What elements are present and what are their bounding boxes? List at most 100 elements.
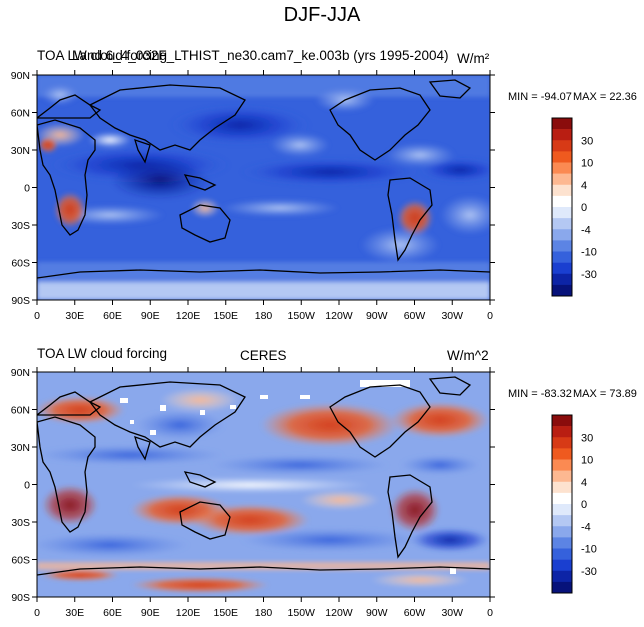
panel-1-colorbar-bin xyxy=(552,262,572,275)
panel-1-colorbar-bin xyxy=(552,151,572,163)
panel-2-x-tick-label: 60E xyxy=(103,607,122,619)
panel-2-colorbar-bin xyxy=(552,515,572,527)
panel-2-colorbar-bin xyxy=(552,459,572,471)
panel-1-colorbar-bin xyxy=(552,129,572,141)
panel-1-colorbar-bin xyxy=(552,229,572,241)
panel-1-x-tick-label: 0 xyxy=(34,310,40,322)
panel-2-y-tick-label: 90S xyxy=(11,592,30,604)
panel-1-y-tick-label: 60S xyxy=(11,258,30,270)
panel-1-units: W/m² xyxy=(457,51,490,66)
panel-2-x-tick-label: 30E xyxy=(65,607,84,619)
panel-2-map-field xyxy=(37,372,490,597)
panel-1-coastlines xyxy=(37,79,490,279)
panel-1-colorbar-label: 30 xyxy=(581,135,593,147)
panel-1-y-tick-label: 30N xyxy=(11,145,30,157)
panel-2-y-tick-label: 60N xyxy=(11,405,30,417)
panel-1-y-tick-label: 0 xyxy=(24,183,30,195)
panel-2-x-tick-label: 60W xyxy=(404,607,426,619)
figure-title: DJF-JJA xyxy=(283,4,361,26)
panel-2-colorbar-bin xyxy=(552,504,572,516)
panel-1-x-tick-label: 60W xyxy=(404,310,426,322)
panel-2-colorbar-bin xyxy=(552,481,572,494)
panel-2-colorbar-frame xyxy=(551,414,573,594)
panel-1-colorbar-label: 10 xyxy=(581,158,593,170)
panel-2-colorbar-bin xyxy=(552,492,572,505)
panel-1-x-tick-label: 60E xyxy=(103,310,122,322)
panel-1-colorbar-label: 0 xyxy=(581,202,587,214)
panel-1-y-tick-label: 60N xyxy=(11,108,30,120)
panel-1-x-tick-label: 150W xyxy=(288,310,316,322)
panel-2-colorbar-label: -10 xyxy=(581,544,597,556)
panel-1-colorbar-bin xyxy=(552,218,572,230)
panel-1-x-tick-label: 0 xyxy=(487,310,493,322)
panel-1-x-tick-label: 90E xyxy=(141,310,160,322)
panel-2-colorbar-bin xyxy=(552,537,572,549)
panel-2-x-tick-label: 120W xyxy=(325,607,353,619)
panel-2-colorbar-label: -4 xyxy=(581,521,591,533)
panel-2-x-tick-label: 0 xyxy=(487,607,493,619)
panel-1-colorbar-bin xyxy=(552,184,572,197)
panel-2-max-label: MAX = 73.89 xyxy=(573,388,637,400)
panel-1-colorbar-bin xyxy=(552,273,572,286)
panel-1-x-tick-label: 180 xyxy=(255,310,273,322)
panel-1-colorbar-bin xyxy=(552,173,572,186)
panel-1-x-tick-label: 120W xyxy=(325,310,353,322)
panel-1-colorbar-bin xyxy=(552,284,572,297)
panel-2-title-left: TOA LW cloud forcing xyxy=(37,346,168,361)
panel-1-colorbar-bin xyxy=(552,140,572,152)
panel-1-colorbar-label: -30 xyxy=(581,269,597,281)
panel-1-colorbar-label: -4 xyxy=(581,224,591,236)
panel-1-y-tick-label: 90N xyxy=(11,70,30,82)
panel-2-y-tick-label: 30S xyxy=(11,517,30,529)
panel-2-colorbar-bin xyxy=(552,570,572,583)
panel-1-colorbar-label: -10 xyxy=(581,247,597,259)
panel-2-colorbar-label: -30 xyxy=(581,566,597,578)
panel-2-x-tick-label: 150W xyxy=(288,607,316,619)
panel-1-colorbar-label: 4 xyxy=(581,180,587,192)
panel-2-colorbar-label: 4 xyxy=(581,477,587,489)
panel-2-colorbar-bin xyxy=(552,426,572,438)
panel-1-x-tick-label: 120E xyxy=(176,310,201,322)
panel-2-x-tick-label: 120E xyxy=(176,607,201,619)
panel-2-x-tick-label: 0 xyxy=(34,607,40,619)
panel-2-min-label: MIN = -83.32 xyxy=(508,388,572,400)
panel-2-colorbar-bin xyxy=(552,581,572,594)
panel-2-colorbar-label: 10 xyxy=(581,455,593,467)
panel-2-colorbar-label: 30 xyxy=(581,432,593,444)
panel-2-y-tick-label: 60S xyxy=(11,555,30,567)
panel-1-title-left: TOA LW cloud forcing xyxy=(37,48,168,63)
panel-1-colorbar-bin xyxy=(552,240,572,252)
panel-2-y-tick-label: 90N xyxy=(11,367,30,379)
panel-1-min-label: MIN = -94.07 xyxy=(508,91,572,103)
panel-1-x-tick-label: 30W xyxy=(441,310,463,322)
panel-1-y-tick-label: 90S xyxy=(11,295,30,307)
panel-1-x-tick-label: 30E xyxy=(65,310,84,322)
panel-2-colorbar-label: 0 xyxy=(581,499,587,511)
panel-2-x-tick-label: 90E xyxy=(141,607,160,619)
panel-2-x-tick-label: 180 xyxy=(255,607,273,619)
panel-1-title-case: Land 6_4_032F_LTHIST_ne30.cam7_ke.003b (… xyxy=(72,48,449,63)
panel-2-colorbar-bin xyxy=(552,470,572,483)
panel-1-map-field xyxy=(37,75,490,300)
panel-1-max-label: MAX = 22.36 xyxy=(573,91,637,103)
panel-2-colorbar-bin xyxy=(552,548,572,560)
panel-1-colorbar-bin xyxy=(552,195,572,208)
panel-1-x-tick-label: 150E xyxy=(213,310,238,322)
panel-2-colorbar-bin xyxy=(552,526,572,538)
panel-2-colorbar-bin xyxy=(552,448,572,460)
panel-2-x-tick-label: 30W xyxy=(441,607,463,619)
panel-1-y-tick-label: 30S xyxy=(11,220,30,232)
panel-2-y-tick-label: 30N xyxy=(11,442,30,454)
panel-2-x-tick-label: 150E xyxy=(213,607,238,619)
panel-2-units: W/m^2 xyxy=(447,348,489,363)
panel-2-y-tick-label: 0 xyxy=(24,480,30,492)
panel-1-colorbar-bin xyxy=(552,118,572,130)
panel-2-colorbar-bin xyxy=(552,559,572,572)
panel-1-colorbar-frame xyxy=(551,117,573,297)
panel-1-x-tick-label: 90W xyxy=(366,310,388,322)
panel-1-colorbar-bin xyxy=(552,162,572,174)
panel-2-title-center: CERES xyxy=(240,348,287,363)
panel-1-colorbar-bin xyxy=(552,207,572,219)
